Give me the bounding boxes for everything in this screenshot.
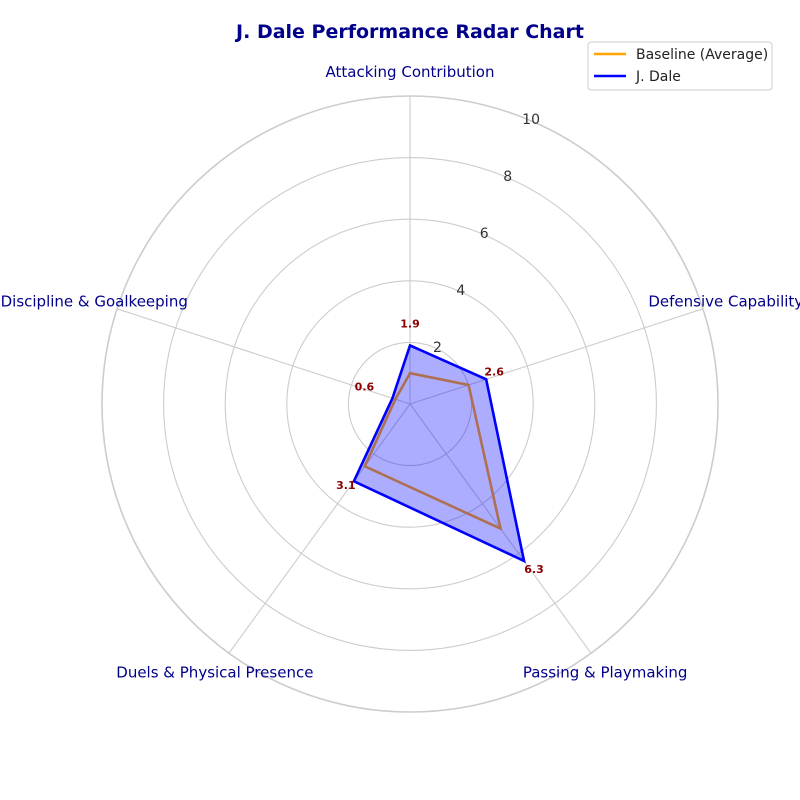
legend-box (587, 41, 773, 91)
spoke-4 (116, 308, 411, 405)
spoke-3 (228, 403, 411, 654)
data-label-0: 1.9 (400, 317, 420, 330)
data-label-2: 6.3 (524, 563, 544, 576)
series-line-player (352, 343, 526, 564)
radial-tick-label: 6 (480, 226, 489, 242)
axis-label-4: Discipline & Goalkeeping (1, 292, 188, 310)
axis-label-1: Defensive Capability (648, 292, 800, 310)
spoke-1 (409, 308, 704, 405)
data-label-1: 2.6 (484, 365, 504, 378)
radial-tick-label: 2 (433, 340, 442, 356)
radar-grid (101, 95, 719, 713)
legend: Baseline (Average) J. Dale (587, 41, 773, 91)
chart-title: J. Dale Performance Radar Chart (234, 21, 584, 43)
radial-tick-label: 4 (456, 283, 465, 299)
series-line-baseline (363, 371, 503, 531)
radar-series (352, 343, 526, 564)
legend-label-player: J. Dale (635, 69, 681, 85)
axis-label-0: Attacking Contribution (326, 63, 495, 81)
legend-label-baseline: Baseline (Average) (636, 47, 768, 63)
series-fill-player (353, 345, 525, 561)
radial-tick-label: 8 (503, 169, 512, 185)
radial-tick-label: 10 (522, 112, 540, 128)
axis-label-2: Passing & Playmaking (523, 664, 688, 682)
radar-labels: 2 4 6 8 10 Attacking Contribution Defensive Ca… (1, 63, 800, 682)
data-label-4: 0.6 (355, 380, 375, 393)
data-label-3: 3.1 (336, 479, 356, 492)
axis-label-3: Duels & Physical Presence (116, 664, 313, 682)
